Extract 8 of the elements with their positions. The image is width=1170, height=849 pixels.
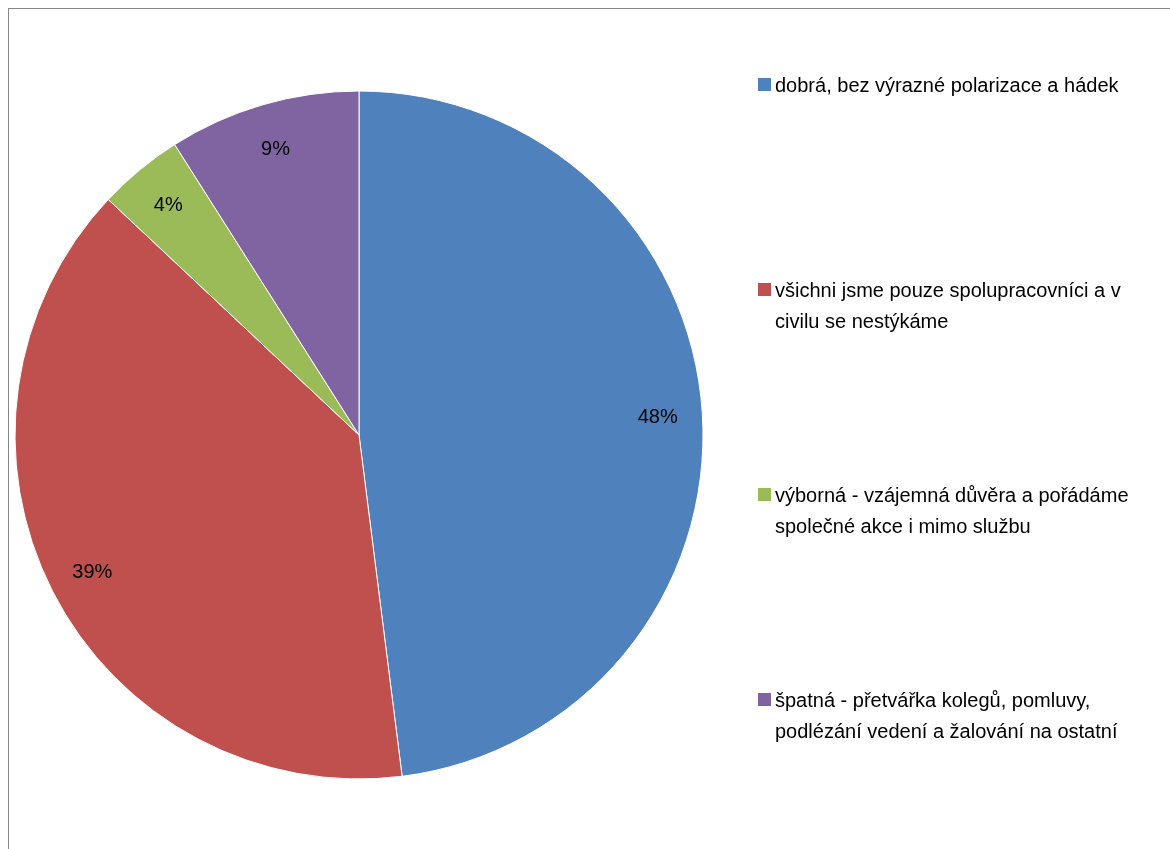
legend-label: dobrá, bez výrazné polarizace a hádek: [775, 74, 1120, 96]
data-label: 39%: [72, 559, 113, 582]
legend-label: všichni jsme pouze spolupracovníci a v civilu se nestýkáme: [775, 279, 1121, 332]
data-label: 4%: [153, 193, 183, 216]
data-label: 9%: [261, 136, 291, 159]
legend-label: výborná - vzájemná důvěra a pořádáme společné akce i mimo službu: [775, 484, 1129, 537]
legend-label: špatná - přetvářka kolegů, pomluvy, podlézání vedení a žalování na ostatní: [775, 689, 1118, 742]
data-label: 48%: [637, 405, 678, 428]
